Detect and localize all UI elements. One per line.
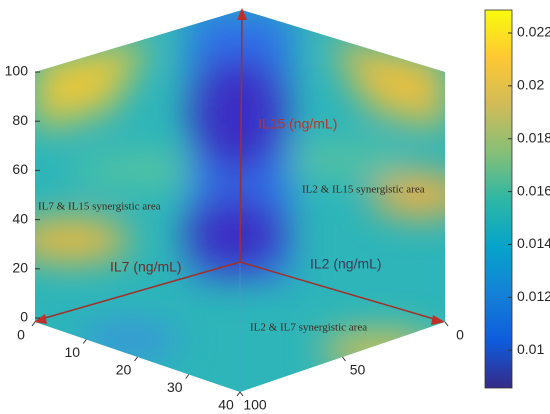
axes [34,8,445,325]
z-axis-arrow [239,13,243,263]
colorbar-tick-label: 0.022 [517,24,550,40]
x-tick-label: 10 [64,344,80,360]
y-tick-label: 100 [243,397,267,413]
z-tick-label: 80 [12,112,28,128]
colorbar-tick-label: 0.02 [517,77,544,93]
x-tick-label: 40 [218,397,234,413]
y-tick [444,321,449,327]
x-tick [82,339,87,344]
x-tick-label: 30 [167,379,183,395]
z-tick-label: 60 [12,161,28,177]
annotation: IL2 & IL15 synergistic area [302,184,425,196]
annotation: IL7 & IL15 synergistic area [38,201,161,213]
z-tick-label: 100 [5,63,29,79]
z-axis-label: IL15 (ng/mL) [258,116,337,132]
colorbar-tick-label: 0.012 [517,288,550,304]
z-tick-label: 0 [20,309,28,325]
x-tick [134,356,138,362]
annotation: IL2 & IL7 synergistic area [250,322,367,334]
colorbar-tick-label: 0.016 [517,182,550,198]
x-axis-label: IL7 (ng/mL) [110,259,182,275]
arrowhead [431,315,445,325]
y-tick-label: 0 [456,327,464,343]
z-tick-label: 20 [12,260,28,276]
colorbar-tick-label: 0.01 [517,341,544,357]
y-axis-label: IL2 (ng/mL) [310,256,382,272]
y-tick [342,356,346,362]
x-tick-label: 20 [116,362,132,378]
z-tick-label: 40 [12,210,28,226]
x-tick-label: 0 [17,327,25,343]
y-axis-arrow [239,261,442,322]
y-tick [239,391,244,397]
colorbar-tick-label: 0.014 [517,235,550,251]
x-tick [31,321,36,327]
arrowhead [237,8,247,20]
y-tick-label: 50 [350,362,366,378]
x-tick [185,374,190,379]
colorbar-tick-label: 0.018 [517,129,550,145]
x-axis-arrow [37,261,241,321]
x-tick [236,391,241,397]
colorbar [484,9,513,389]
arrowhead [34,314,47,324]
